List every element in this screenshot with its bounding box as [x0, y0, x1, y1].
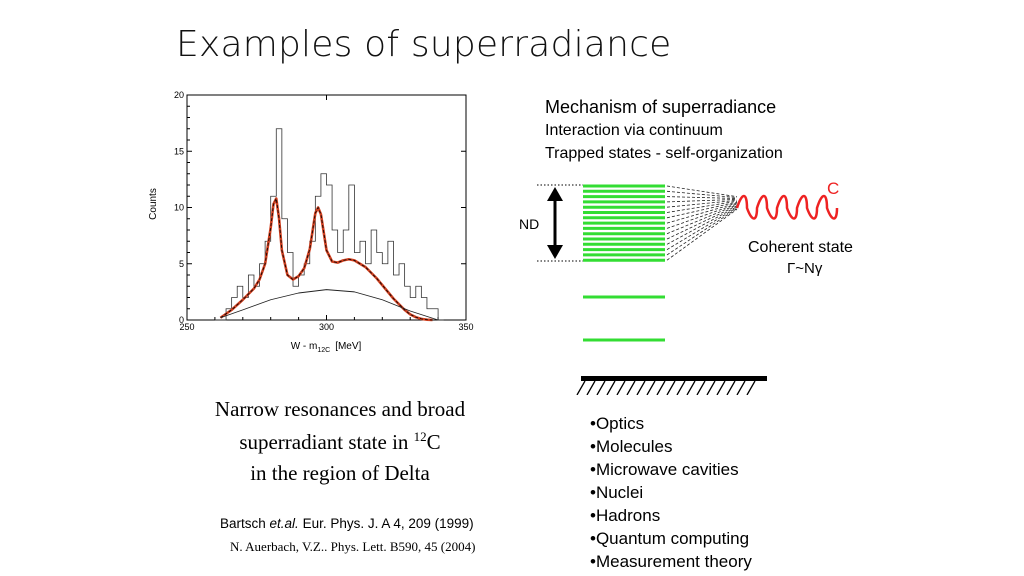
systems-list: OpticsMoleculesMicrowave cavitiesNucleiH…: [590, 412, 752, 573]
system-item: Hadrons: [590, 504, 752, 527]
y-axis-label: Counts: [148, 188, 159, 220]
hatch-stroke: [626, 380, 636, 395]
system-item: Nuclei: [590, 481, 752, 504]
hatch-stroke: [686, 380, 696, 395]
spectrum-chart: 0 5 10 15 20 250 300 350 Counts W - m12C [MeV]: [148, 90, 474, 354]
hatch-stroke: [726, 380, 736, 395]
hatch-stroke: [706, 380, 716, 395]
coupling-line: [666, 203, 738, 229]
coupling-line: [666, 204, 738, 235]
y-tick-label: 20: [174, 90, 184, 100]
figure-caption: Narrow resonances and broad superradiant…: [150, 395, 530, 490]
coupling-line: [666, 196, 738, 199]
width-formula: Γ~Nγ: [787, 260, 823, 277]
system-item: Molecules: [590, 435, 752, 458]
nd-double-arrow-icon: [547, 187, 563, 259]
hatch-stroke: [606, 380, 616, 395]
reference-1-journal: Eur. Phys. J. A 4, 209 (1999): [298, 516, 474, 531]
caption-line-2-text: superradiant state in: [239, 430, 414, 454]
hatch-stroke: [576, 380, 586, 395]
x-axis-label: W - m12C [MeV]: [291, 341, 362, 354]
hatch-stroke: [586, 380, 596, 395]
x-tick-label: 350: [458, 322, 473, 332]
caption-isotope-mass: 12: [413, 429, 427, 444]
hatch-stroke: [736, 380, 746, 395]
energy-levels: [583, 184, 665, 342]
system-item: Optics: [590, 412, 752, 435]
mechanism-line-2: Trapped states - self-organization: [545, 145, 783, 162]
hatch-stroke: [646, 380, 656, 395]
background-curve: [220, 289, 439, 321]
coupling-line: [666, 190, 738, 198]
system-item: Microwave cavities: [590, 458, 752, 481]
hatch-stroke: [596, 380, 606, 395]
x-axis-label-unit: [MeV]: [335, 341, 361, 352]
continuum-coupling-lines: [666, 185, 738, 261]
coupling-line: [666, 199, 738, 203]
reference-2: N. Auerbach, V.Z.. Phys. Lett. B590, 45 …: [230, 539, 476, 554]
hatch-stroke: [616, 380, 626, 395]
y-tick-label: 0: [179, 315, 184, 325]
plot-area: 0 5 10 15 20 250 300 350: [174, 90, 474, 332]
continuum-ground-hatch: [576, 376, 767, 395]
x-axis-label-sub: 12C: [317, 347, 330, 354]
coupling-line: [666, 185, 738, 198]
hatch-stroke: [716, 380, 726, 395]
mechanism-block: Mechanism of superradiance Interaction v…: [545, 96, 783, 165]
caption-line-1: Narrow resonances and broad: [214, 397, 466, 421]
coherent-state-label: Coherent state: [748, 239, 853, 256]
coupling-line: [666, 202, 738, 224]
coupling-line: [666, 201, 738, 219]
hatch-stroke: [636, 380, 646, 395]
x-axis-label-main: W - m: [291, 341, 318, 352]
hatch-stroke: [656, 380, 666, 395]
hatch-stroke: [666, 380, 676, 395]
slide-title: Examples of superradiance: [176, 24, 672, 65]
coupling-line: [666, 199, 738, 208]
fit-curve-dashed: [220, 197, 433, 321]
level-diagram: ND C Coherent state Γ~Nγ: [519, 179, 853, 395]
y-tick-label: 15: [174, 146, 184, 156]
coupling-line: [666, 207, 738, 250]
histogram-series: [214, 128, 444, 321]
y-tick-label: 5: [179, 259, 184, 269]
reference-1: Bartsch et.al. Eur. Phys. J. A 4, 209 (1…: [220, 516, 474, 531]
coupling-line: [666, 200, 738, 213]
coherent-c-label: C: [827, 179, 839, 198]
coupling-line: [666, 208, 738, 256]
hatch-stroke: [676, 380, 686, 395]
x-tick-label: 250: [179, 322, 194, 332]
hatch-stroke: [746, 380, 756, 395]
caption-element: C: [426, 430, 441, 454]
mechanism-heading: Mechanism of superradiance: [545, 97, 777, 117]
coupling-line: [666, 208, 738, 261]
coupling-line: [666, 205, 738, 240]
reference-1-etal: et.al.: [269, 516, 299, 531]
coupling-line: [666, 206, 738, 245]
radiation-wave-icon: [735, 194, 839, 220]
x-tick-label: 300: [319, 322, 334, 332]
system-item: Measurement theory: [590, 550, 752, 573]
plot-frame: [186, 94, 467, 321]
reference-1-author: Bartsch: [220, 516, 270, 531]
nd-label: ND: [519, 216, 539, 232]
caption-line-2: superradiant state in 12C: [150, 423, 530, 456]
fit-curve: [219, 197, 433, 322]
system-item: Quantum computing: [590, 527, 752, 550]
caption-line-3: in the region of Delta: [250, 461, 430, 485]
y-tick-label: 10: [174, 203, 184, 213]
mechanism-line-1: Interaction via continuum: [545, 122, 723, 139]
hatch-stroke: [696, 380, 706, 395]
